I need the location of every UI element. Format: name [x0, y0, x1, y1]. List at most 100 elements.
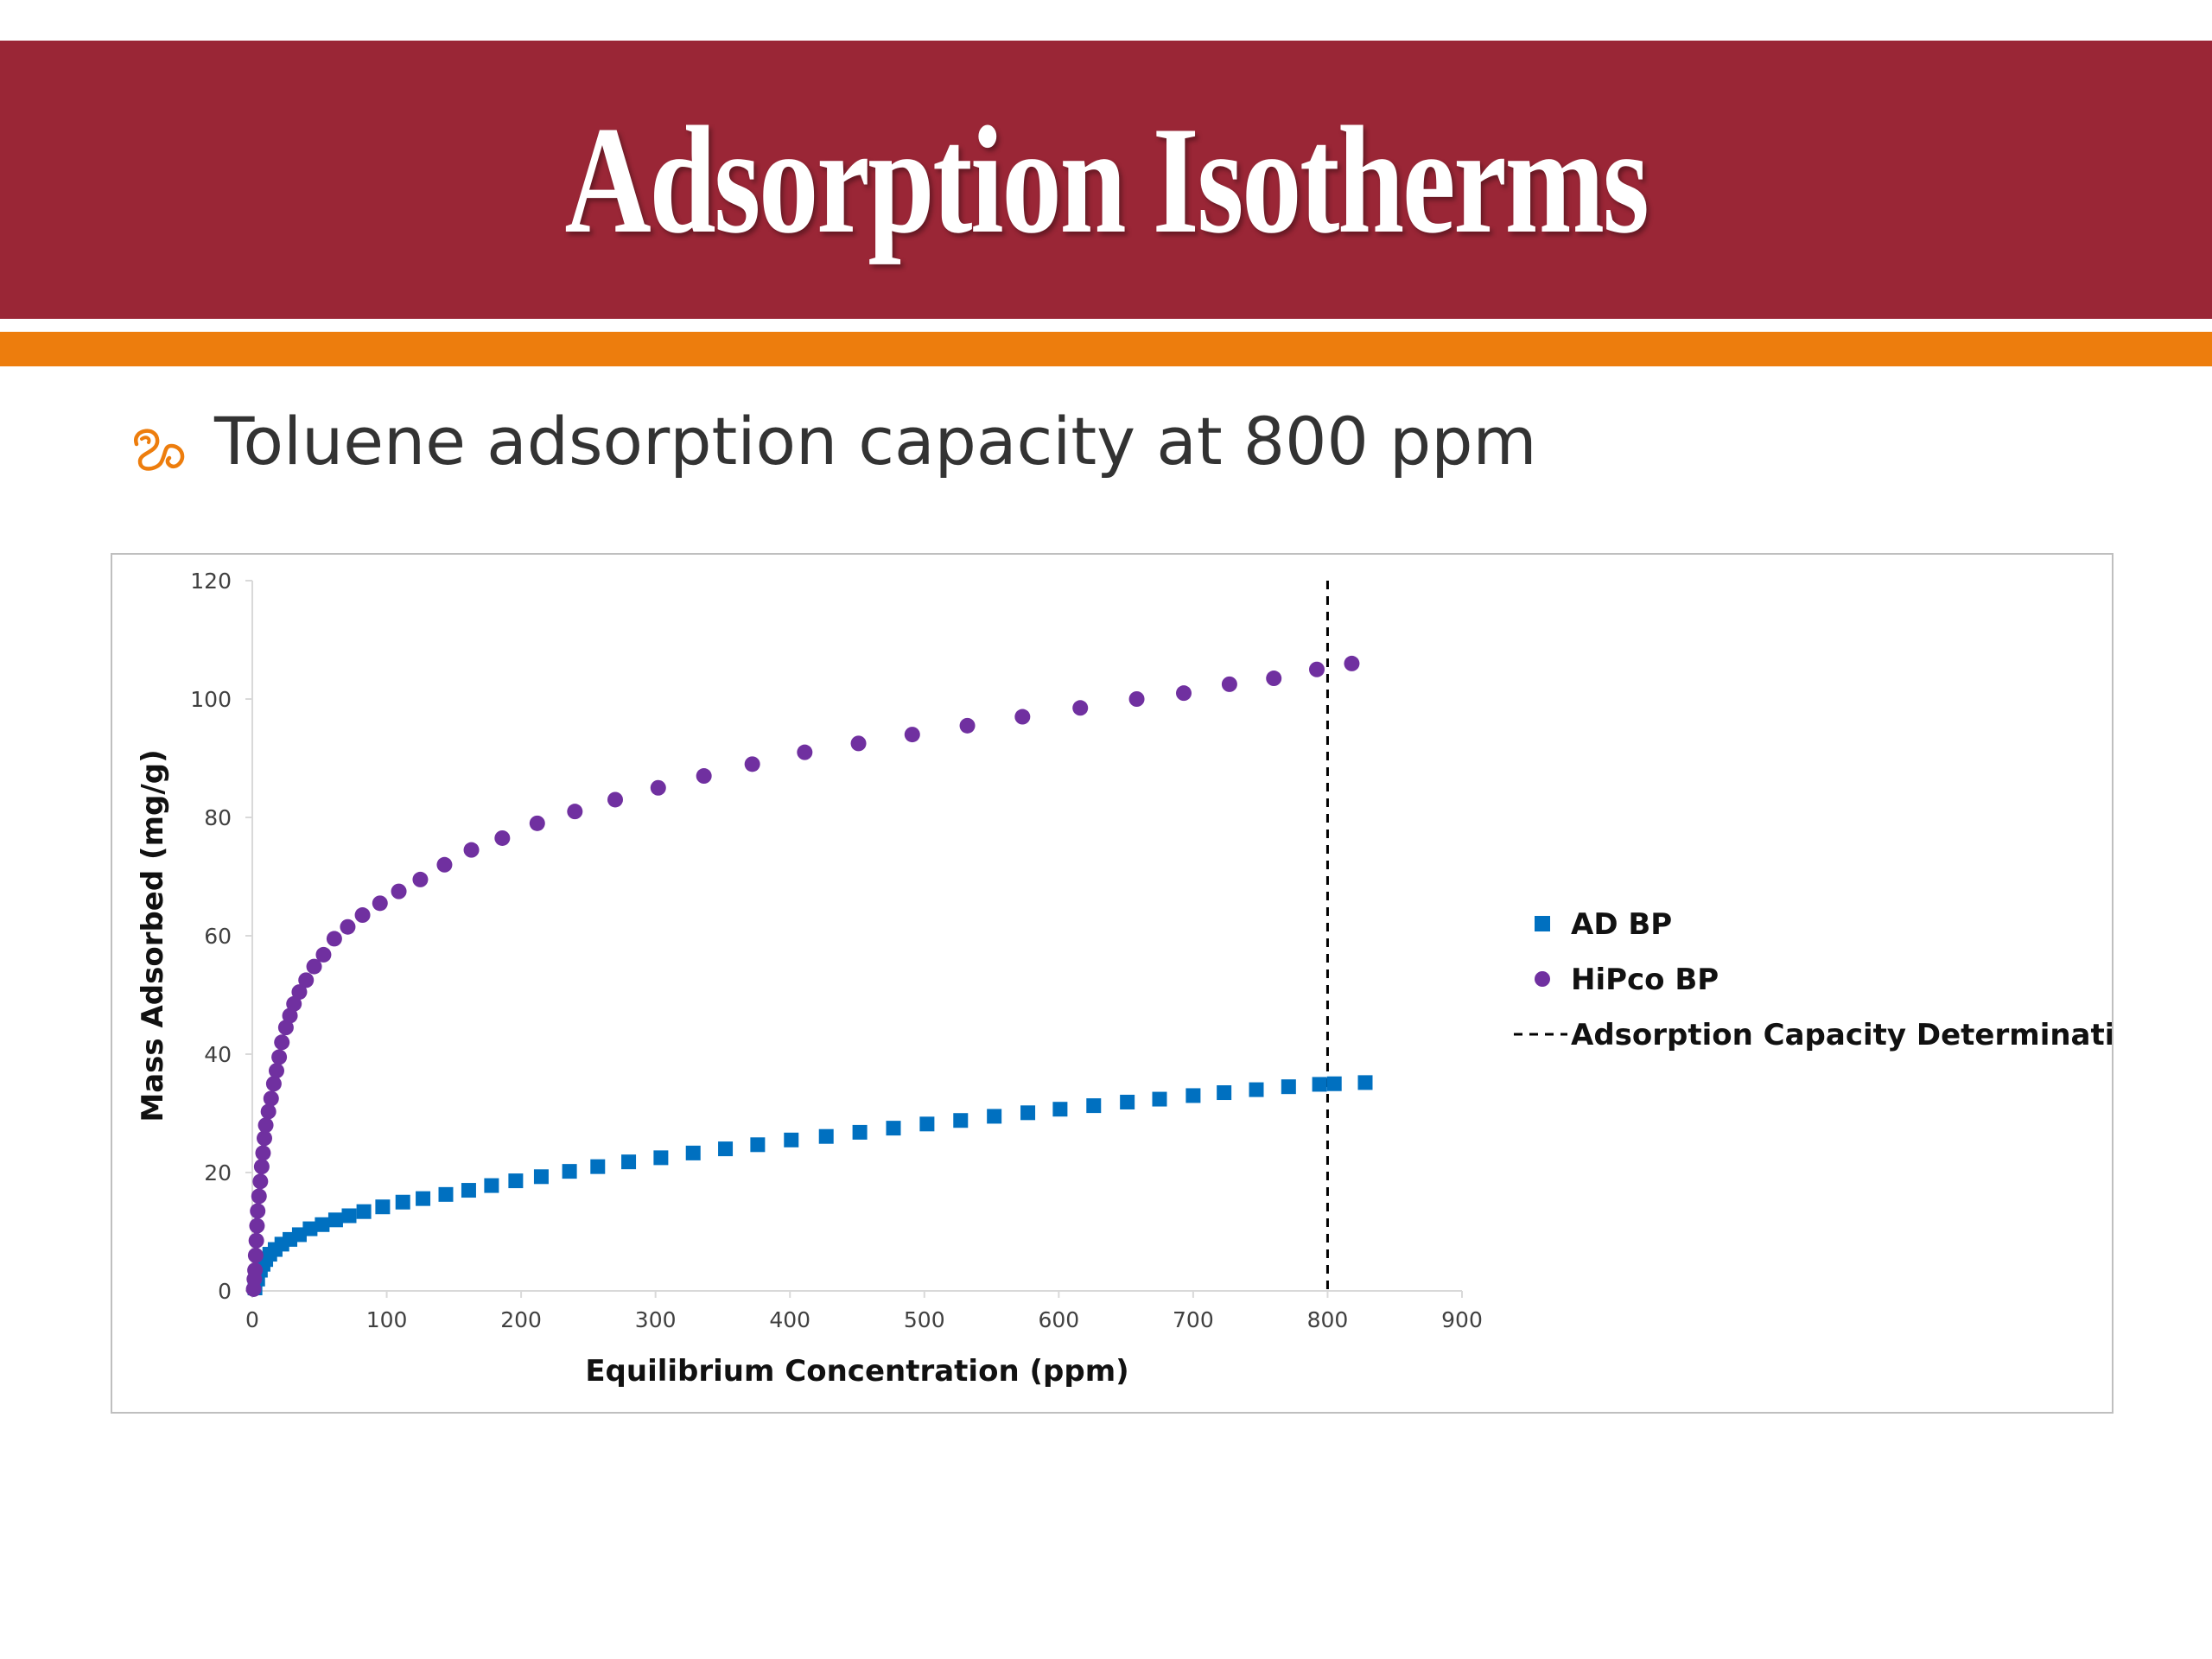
hipco-bp-point	[744, 756, 760, 772]
hipco-bp-point	[252, 1173, 269, 1190]
ad-bp-point	[750, 1137, 766, 1153]
hipco-bp-point	[696, 768, 712, 785]
hipco-bp-point	[255, 1145, 271, 1161]
y-tick-label: 120	[190, 569, 232, 594]
ad-bp-point	[886, 1121, 901, 1136]
hipco-bp-point	[257, 1130, 272, 1147]
x-tick-label: 400	[769, 1307, 810, 1332]
hipco-bp-point	[251, 1188, 267, 1205]
ad-bp-point	[416, 1191, 431, 1206]
hipco-bp-point	[529, 815, 545, 831]
ad-bp-point	[987, 1109, 1002, 1124]
accent-band	[0, 332, 2212, 366]
hipco-bp-point	[340, 918, 356, 935]
ad-bp-point	[327, 1212, 343, 1228]
ad-bp-point	[621, 1154, 637, 1170]
ad-bp-point	[1020, 1105, 1036, 1121]
hipco-bp-point	[248, 1232, 264, 1249]
ad-bp-point	[315, 1217, 330, 1232]
ad-bp-point	[953, 1113, 969, 1128]
axes	[251, 581, 1462, 1292]
isotherm-chart: 0 100 200 300 400 500 600 700 800 900 0 20 40 60 80 100…	[136, 569, 2112, 1389]
hipco-bp-point	[391, 883, 407, 899]
hipco-bp-point	[286, 995, 302, 1012]
hipco-bp-point	[269, 1063, 284, 1079]
hipco-bp-point	[315, 946, 332, 963]
ad-bp-point	[375, 1199, 391, 1215]
hipco-bp-point	[260, 1103, 276, 1120]
hipco-bp-point	[271, 1049, 288, 1065]
y-tick-label: 60	[204, 924, 232, 949]
slide-title: Adsorption Isotherms	[564, 94, 1649, 265]
hipco-bp-point	[282, 1007, 298, 1024]
series-0	[247, 1075, 1373, 1296]
hipco-bp-point	[265, 1076, 282, 1092]
hipco-bp-point	[291, 984, 308, 1001]
ad-bp-point	[302, 1221, 318, 1236]
y-tick-label: 0	[218, 1279, 232, 1304]
ad-bp-point	[784, 1132, 799, 1147]
hipco-bp-point	[372, 895, 388, 912]
hipco-bp-point	[257, 1117, 274, 1134]
ad-bp-point	[1249, 1082, 1264, 1097]
ad-bp-point	[438, 1186, 454, 1202]
hipco-bp-point	[249, 1217, 265, 1234]
hipco-bp-point	[1221, 676, 1237, 692]
x-tick-label: 200	[500, 1307, 542, 1332]
ad-bp-point	[484, 1178, 499, 1193]
ad-bp-point	[590, 1159, 606, 1174]
legend-label-reference-line: Adsorption Capacity Determination	[1571, 1018, 2112, 1052]
hipco-bp-point	[1344, 655, 1360, 671]
ad-bp-point	[718, 1141, 734, 1157]
hipco-bp-point	[274, 1034, 290, 1051]
ad-bp-point	[685, 1145, 701, 1160]
x-tick-label: 600	[1038, 1307, 1079, 1332]
hipco-bp-point	[306, 958, 322, 975]
ornament-bullet-icon	[134, 429, 185, 471]
ad-bp-point	[341, 1208, 357, 1224]
legend-marker-ad-bp	[1535, 916, 1550, 931]
hipco-bp-point	[607, 791, 623, 808]
legend: AD BP HiPco BP Adsorption Capacity Deter…	[1514, 907, 2112, 1052]
ad-bp-point	[1217, 1085, 1232, 1101]
hipco-bp-point	[567, 804, 583, 820]
series-1	[245, 655, 1360, 1297]
hipco-bp-point	[436, 856, 453, 873]
hipco-bp-point	[1309, 661, 1325, 677]
hipco-bp-point	[247, 1247, 264, 1263]
ad-bp-point	[1152, 1091, 1167, 1107]
hipco-bp-point	[797, 744, 813, 760]
x-axis-title: Equilibrium Concentration (ppm)	[585, 1354, 1128, 1389]
x-tick-label: 100	[366, 1307, 408, 1332]
hipco-bp-point	[354, 907, 371, 924]
hipco-bp-point	[1176, 685, 1192, 702]
hipco-bp-point	[904, 727, 920, 743]
ad-bp-point	[356, 1204, 372, 1219]
chart-frame: 0 100 200 300 400 500 600 700 800 900 0 20 40 60 80 100…	[111, 553, 2113, 1414]
x-tick-label: 900	[1441, 1307, 1483, 1332]
ad-bp-point	[852, 1124, 868, 1140]
ad-bp-point	[1326, 1076, 1342, 1091]
legend-label-hipco-bp: HiPco BP	[1571, 963, 1719, 997]
hipco-bp-point	[1072, 700, 1089, 716]
y-axis-title: Mass Adsorbed (mg/g)	[136, 749, 170, 1122]
x-tick-label: 800	[1307, 1307, 1349, 1332]
data-points	[245, 655, 1373, 1297]
bullet-text: Toluene adsorption capacity at 800 ppm	[214, 403, 1537, 480]
hipco-bp-point	[250, 1203, 266, 1219]
legend-marker-hipco-bp	[1535, 971, 1550, 987]
ad-bp-point	[1052, 1102, 1068, 1117]
hipco-bp-point	[263, 1090, 279, 1107]
ad-bp-point	[533, 1169, 549, 1185]
x-tick-label: 300	[635, 1307, 677, 1332]
ad-bp-point	[1086, 1098, 1102, 1114]
hipco-bp-point	[463, 842, 480, 858]
y-tick-label: 40	[204, 1042, 232, 1067]
y-tick-label: 100	[190, 687, 232, 712]
x-tick-label: 700	[1173, 1307, 1214, 1332]
y-tick-label: 20	[204, 1160, 232, 1185]
ad-bp-point	[1357, 1075, 1373, 1090]
hipco-bp-point	[1014, 709, 1031, 725]
hipco-bp-point	[650, 779, 666, 796]
hipco-bp-point	[247, 1262, 264, 1279]
